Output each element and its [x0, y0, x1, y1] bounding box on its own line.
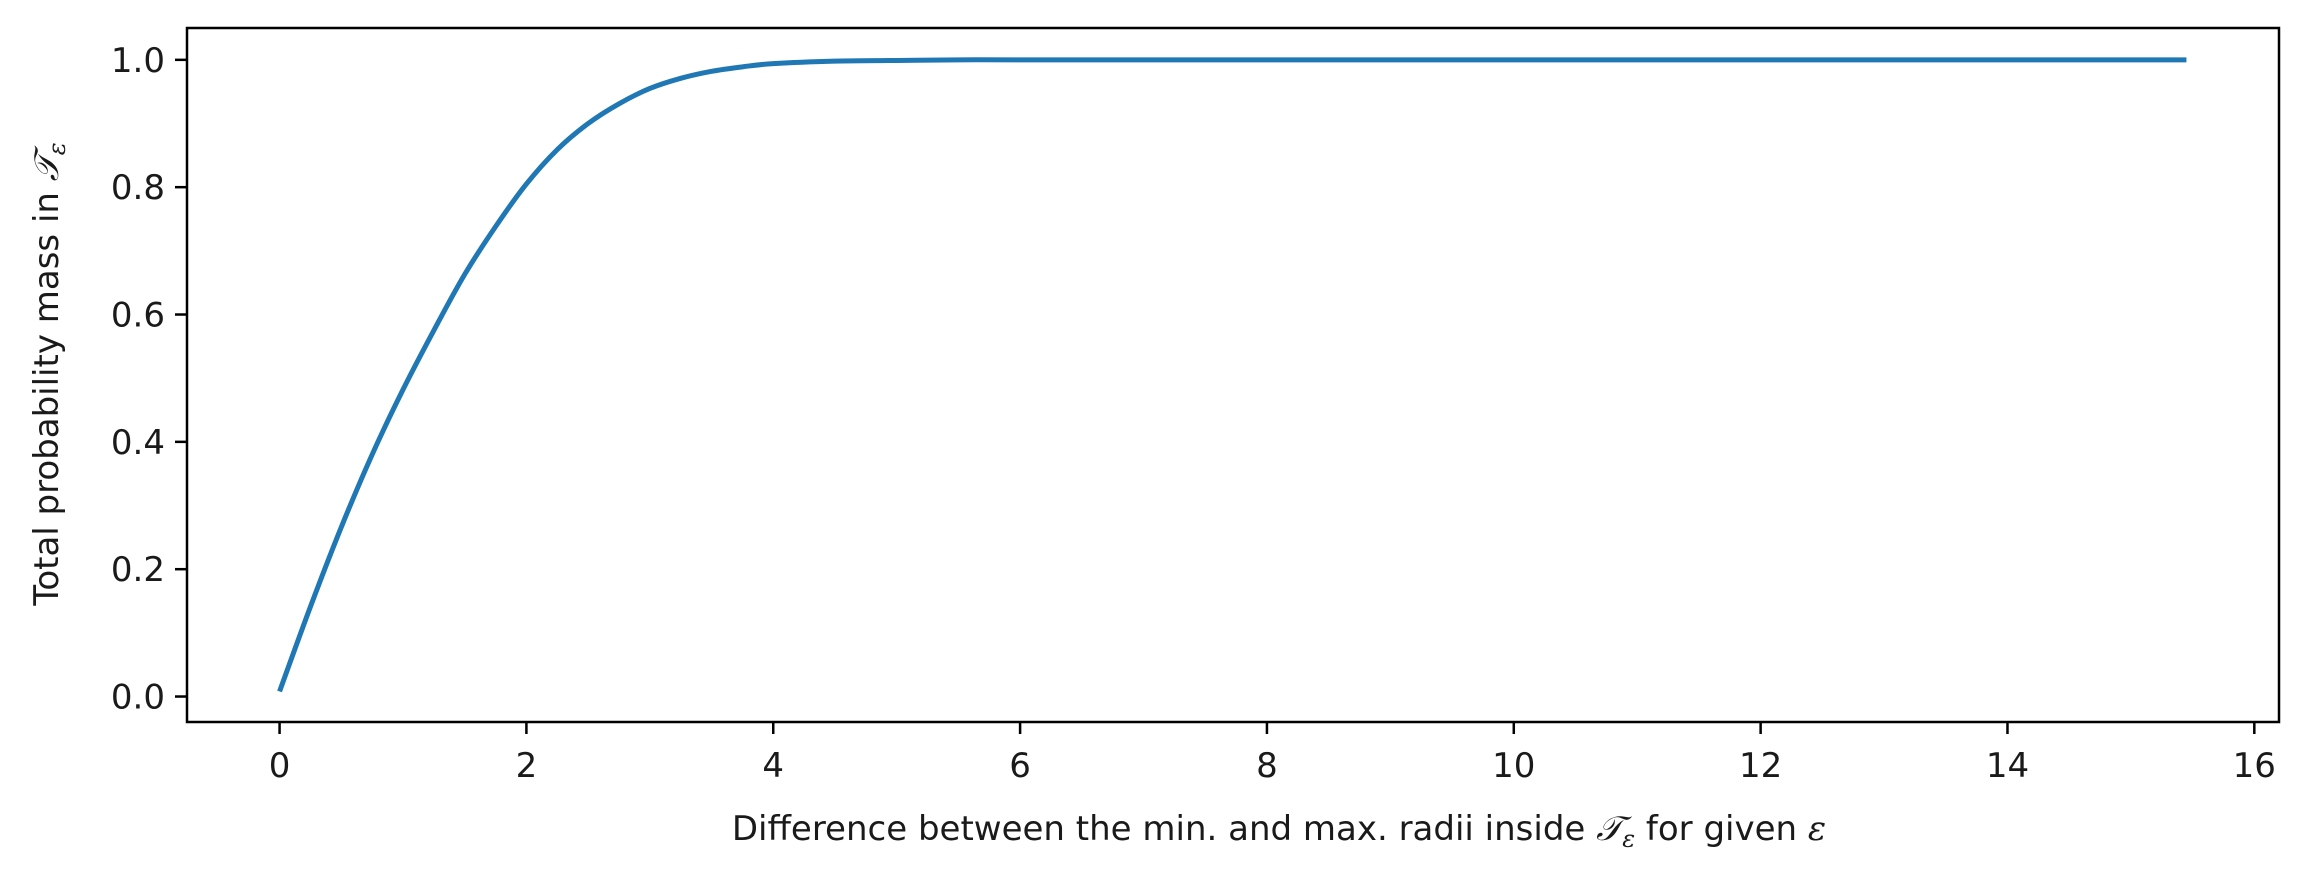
y-tick-label: 0.4: [111, 423, 165, 463]
x-axis-label-epsilon: ε: [1808, 809, 1826, 849]
x-tick-label: 10: [1492, 746, 1535, 786]
plot-area: 0 2 4 6 8 10 12 14 16 0.0 0.2 0.4 0.6 0.8 1.0: [111, 26, 2281, 786]
x-tick-label: 8: [1256, 746, 1278, 786]
y-tick-label: 0.0: [111, 678, 165, 718]
y-axis-label-before: Total probability mass in: [27, 181, 67, 606]
x-axis-ticks: 0 2 4 6 8 10 12 14 16: [269, 722, 2276, 786]
x-axis-label-middle: for given: [1635, 809, 1808, 849]
y-axis-label: Total probability mass in 𝒯ε: [27, 142, 71, 606]
series-line: [277, 57, 2187, 693]
y-axis-label-symbol-subscript: ε: [43, 142, 71, 155]
y-axis-ticks: 0.0 0.2 0.4 0.6 0.8 1.0: [111, 41, 187, 718]
x-tick-label: 4: [762, 746, 784, 786]
x-tick-label: 14: [1986, 746, 2029, 786]
x-tick-label: 2: [516, 746, 538, 786]
x-tick-label: 0: [269, 746, 291, 786]
plot-frame: [185, 26, 2281, 724]
y-tick-label: 0.2: [111, 550, 165, 590]
x-axis-label-symbol-subscript: ε: [1622, 825, 1635, 853]
x-tick-label: 6: [1009, 746, 1031, 786]
x-axis-label: Difference between the min. and max. rad…: [732, 809, 1826, 853]
x-axis-label-before: Difference between the min. and max. rad…: [732, 809, 1596, 849]
x-tick-label: 16: [2233, 746, 2276, 786]
y-tick-label: 0.6: [111, 296, 165, 336]
y-tick-label: 1.0: [111, 41, 165, 81]
series-layer: [277, 57, 2187, 693]
y-tick-label: 0.8: [111, 168, 165, 208]
x-tick-label: 12: [1739, 746, 1782, 786]
